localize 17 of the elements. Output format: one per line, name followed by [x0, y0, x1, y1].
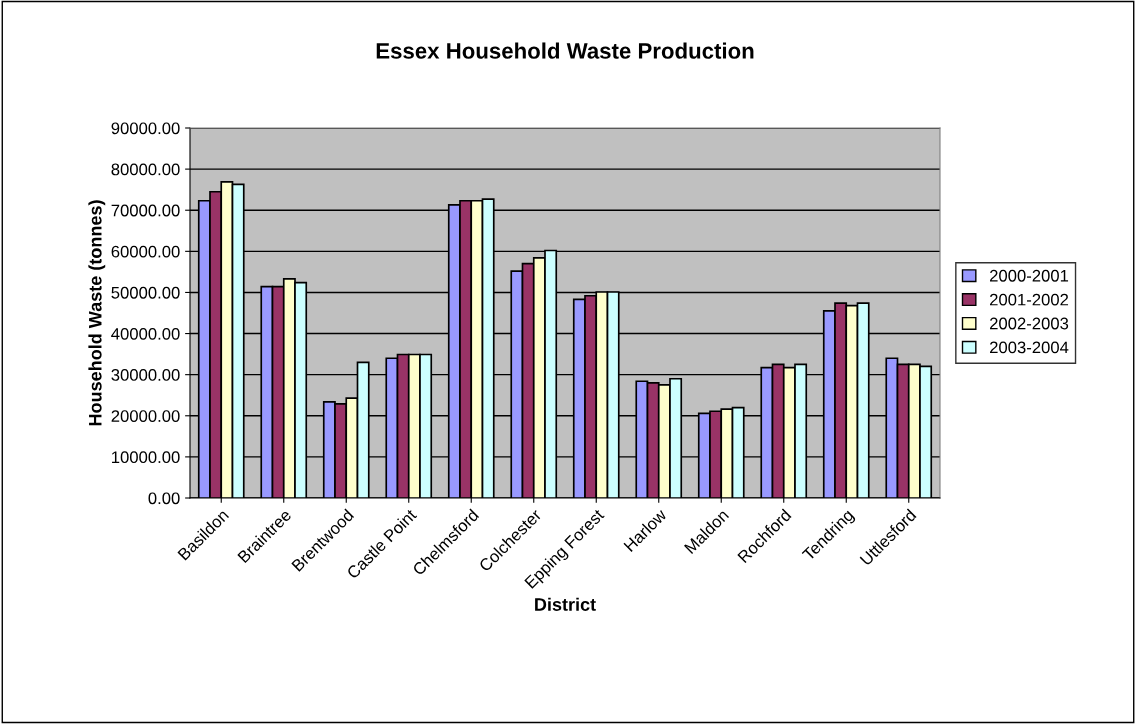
y-tick-label: 90000.00 [111, 122, 180, 135]
y-tick-label: 50000.00 [111, 286, 180, 299]
y-tick-label: 30000.00 [111, 369, 180, 381]
legend-label: 2000-2001 [990, 269, 1069, 282]
y-axis-title: Household Waste (tonnes) [88, 200, 106, 426]
legend-label: 2003-2004 [990, 341, 1069, 354]
y-tick-label: 10000.00 [112, 451, 180, 464]
x-axis-title: District [535, 597, 596, 611]
y-tick-label: 40000.00 [111, 327, 180, 340]
y-tick-label: 70000.00 [111, 204, 180, 217]
y-tick-label: 80000.00 [111, 163, 180, 176]
y-tick-label: 0.00 [148, 492, 180, 505]
legend-label: 2001-2002 [990, 293, 1069, 306]
y-tick-label: 60000.00 [111, 245, 180, 258]
chart-title: Essex Household Waste Production [376, 42, 754, 59]
y-tick-label: 20000.00 [111, 410, 180, 422]
legend-label: 2002-2003 [990, 317, 1069, 330]
